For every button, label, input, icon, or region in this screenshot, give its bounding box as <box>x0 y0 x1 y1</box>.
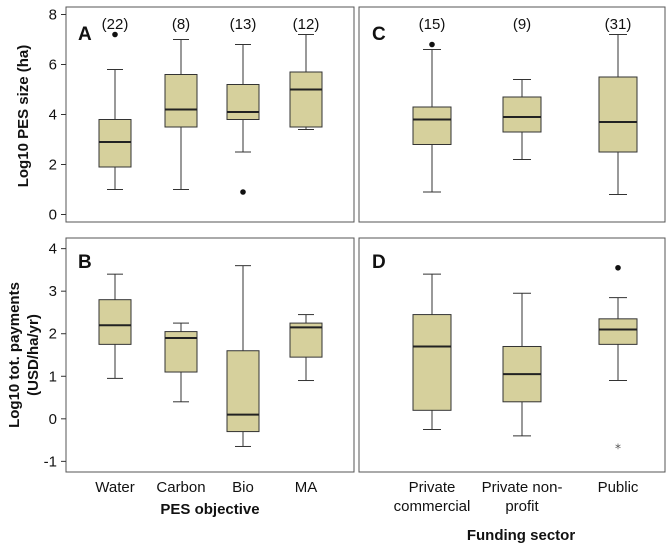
y-axis-title-bottom-line2: (USD/ha/yr) <box>25 314 42 396</box>
y-tick-label-b-4: 4 <box>49 241 57 258</box>
x-category-label-left-2: Carbon <box>156 479 205 496</box>
y-tick-label-a-2: 2 <box>49 157 57 174</box>
x-category-label-right-2-line1: Private non- <box>482 479 563 496</box>
box-c-2 <box>502 96 542 133</box>
count-label-a-3: (13) <box>230 16 257 33</box>
outlier-dot-a-3-1 <box>240 189 246 195</box>
y-tick-label-a-4: 4 <box>49 107 57 124</box>
y-tick-label-b-3: 3 <box>49 283 57 300</box>
panel-letter-d: D <box>372 252 386 273</box>
x-category-label-left-4: MA <box>295 479 318 496</box>
y-tick-label-b-1: 1 <box>49 368 57 385</box>
panel-letter-a: A <box>78 24 92 45</box>
panel-c-frame <box>358 6 666 223</box>
x-category-label-right-1-line2: commercial <box>394 498 471 515</box>
box-a-3 <box>226 84 260 120</box>
count-label-a-4: (12) <box>293 16 320 33</box>
outlier-star-d-3-2: * <box>615 441 621 455</box>
box-d-1 <box>412 314 452 411</box>
box-b-4 <box>289 322 323 358</box>
x-category-label-left-1: Water <box>95 479 134 496</box>
y-axis-title-top: Log10 PES size (ha) <box>15 45 32 188</box>
chart-marks: A 0 2 4 6 8 (22) (8) (13) (12) C (15) (9) (31) B -1 0 1 2 3… <box>44 7 639 516</box>
box-a-2 <box>164 74 198 128</box>
y-tick-label-b-0: 0 <box>49 411 57 428</box>
y-tick-label-a-8: 8 <box>49 7 57 24</box>
count-label-c-3: (31) <box>605 16 632 33</box>
box-a-4 <box>289 71 323 128</box>
panel-d-frame <box>358 237 666 473</box>
y-tick-label-b-2: 2 <box>49 326 57 343</box>
x-axis-title-left: PES objective <box>160 501 259 518</box>
panel-letter-b: B <box>78 252 92 273</box>
count-label-c-2: (9) <box>513 16 531 33</box>
count-label-a-1: (22) <box>102 16 129 33</box>
x-category-label-left-3: Bio <box>232 479 254 496</box>
count-label-a-2: (8) <box>172 16 190 33</box>
box-d-3 <box>598 318 638 345</box>
x-category-label-right-3-line1: Public <box>598 479 639 496</box>
y-tick-label-a-0: 0 <box>49 207 57 224</box>
outlier-dot-c-1-1 <box>429 41 435 48</box>
box-c-3 <box>598 76 638 153</box>
box-a-1 <box>98 119 132 168</box>
y-axis-title-bottom-line1: Log10 tot. payments <box>6 282 23 428</box>
panel-b-frame <box>65 237 355 473</box>
box-b-1 <box>98 299 132 345</box>
outlier-dot-a-1-1 <box>112 31 118 38</box>
count-label-c-1: (15) <box>419 16 446 33</box>
outlier-dot-d-3-1 <box>615 264 621 271</box>
box-c-1 <box>412 106 452 145</box>
box-b-3 <box>226 350 260 433</box>
y-tick-label-a-6: 6 <box>49 57 57 74</box>
x-category-label-right-2-line2: profit <box>505 498 539 515</box>
x-category-label-right-1-line1: Private <box>409 479 456 496</box>
x-axis-title-right: Funding sector <box>467 527 575 544</box>
y-tick-label-b--1: -1 <box>44 453 57 470</box>
panel-letter-c: C <box>372 24 386 45</box>
